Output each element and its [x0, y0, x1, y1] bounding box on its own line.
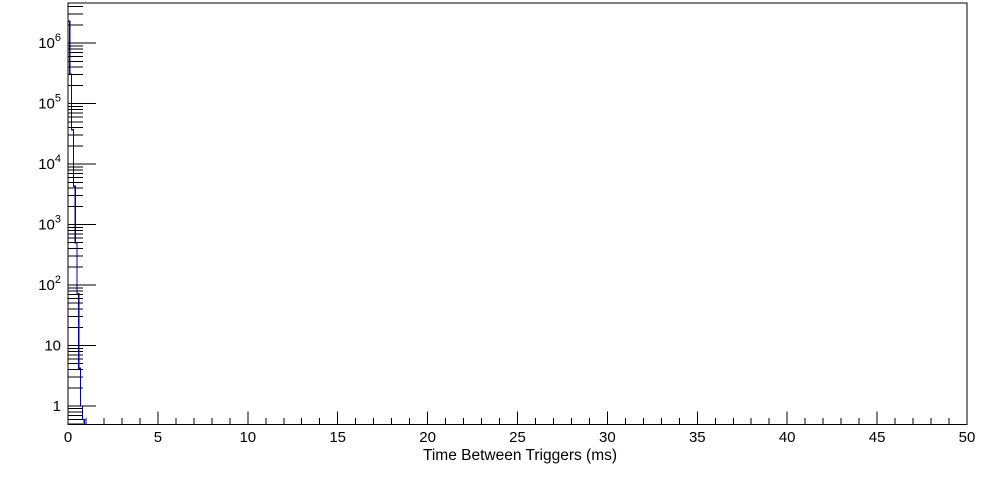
x-axis-title: Time Between Triggers (ms) [423, 447, 617, 464]
histogram-line [67, 20, 967, 426]
y-tick-label: 104 [38, 153, 61, 173]
y-tick-label: 1 [53, 398, 61, 415]
x-tick-label: 0 [64, 429, 72, 446]
plot-frame [67, 2, 968, 425]
histogram-series [67, 20, 967, 426]
axis-labels: 1 10 102 103 104 105 106 0 5 10 15 20 25 30 35 40 45 50 [38, 32, 975, 446]
y-tick-label: 10 [44, 337, 61, 354]
x-tick-label: 15 [329, 429, 346, 446]
y-tick-label: 106 [38, 32, 61, 52]
x-tick-label: 45 [869, 429, 886, 446]
x-tick-label: 40 [779, 429, 796, 446]
x-tick-label: 5 [154, 429, 162, 446]
y-tick-label: 105 [38, 93, 61, 113]
axes [67, 2, 968, 425]
y-tick-label: 102 [38, 274, 61, 294]
x-tick-label: 50 [959, 429, 976, 446]
x-tick-label: 35 [689, 429, 706, 446]
x-tick-label: 30 [599, 429, 616, 446]
x-tick-label: 10 [239, 429, 256, 446]
x-tick-label: 25 [509, 429, 526, 446]
x-tick-label: 20 [419, 429, 436, 446]
y-tick-label: 103 [38, 214, 61, 234]
